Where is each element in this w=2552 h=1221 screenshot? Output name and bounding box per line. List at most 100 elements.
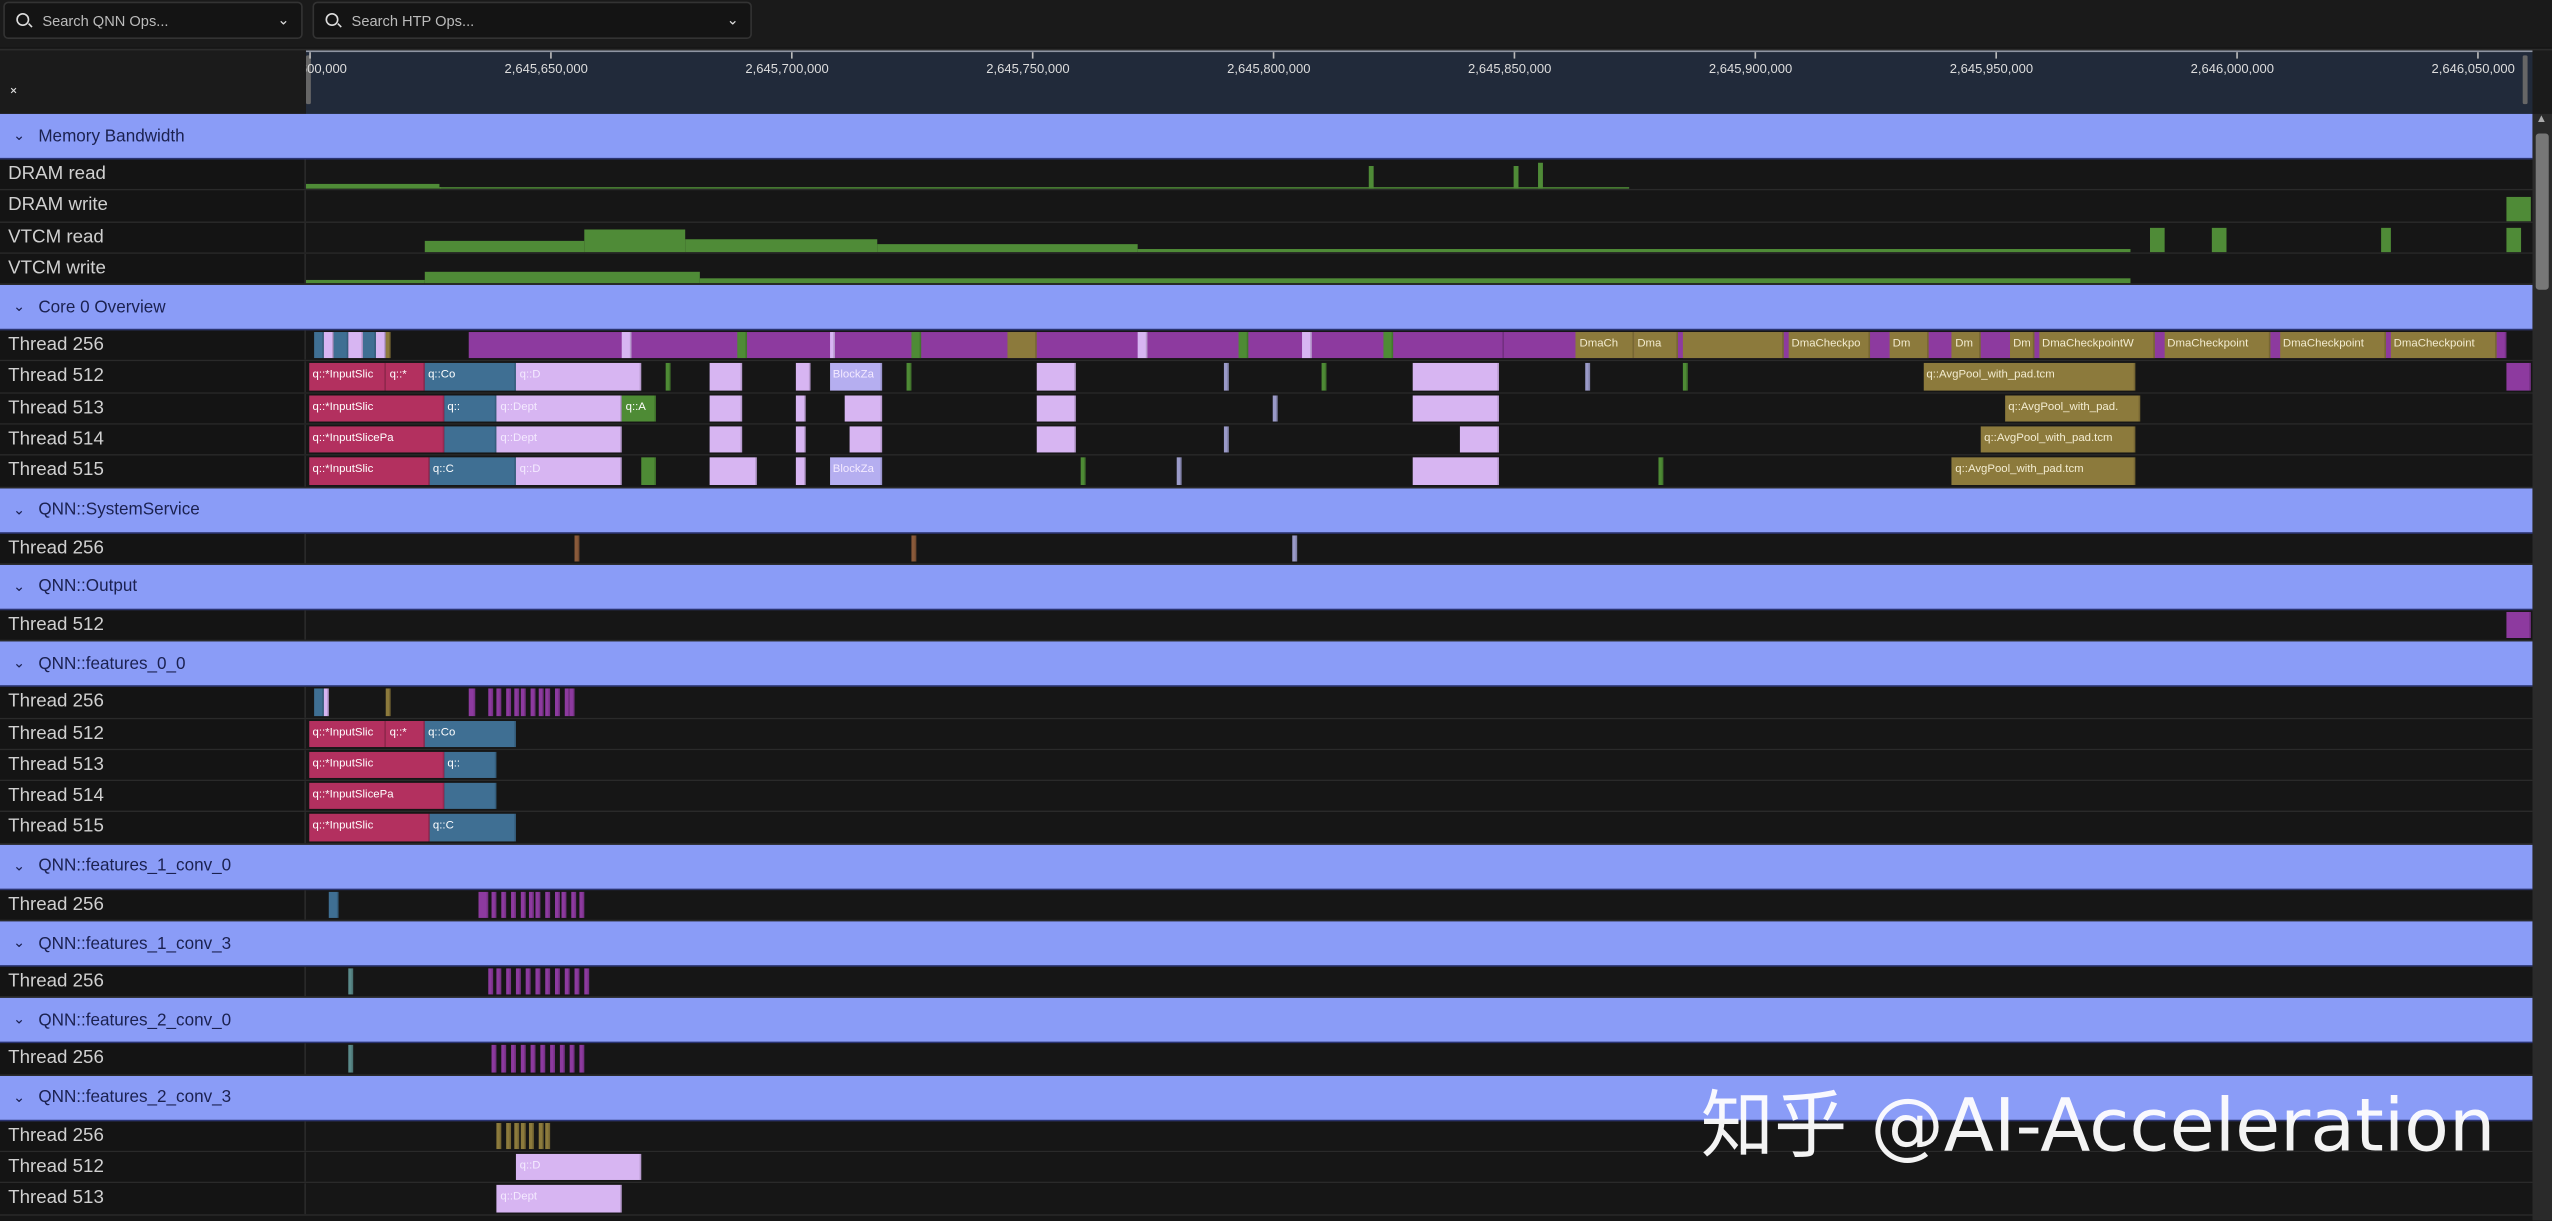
trace-event[interactable]: q::D <box>516 457 623 485</box>
chevron-down-icon[interactable]: ⌄ <box>277 11 290 28</box>
trace-event[interactable] <box>468 688 476 716</box>
trace-event[interactable] <box>1137 332 1148 359</box>
trace-event[interactable]: q::AvgPool_with_pad.tcm <box>1923 363 2136 391</box>
trace-event[interactable] <box>554 688 560 716</box>
trace-event[interactable] <box>513 688 519 716</box>
trace-event[interactable]: Dm <box>2009 332 2034 359</box>
trace-event[interactable]: q::* <box>386 720 425 747</box>
trace-event[interactable] <box>1238 332 1249 359</box>
trace-event[interactable]: Dma <box>1634 332 1678 359</box>
trace-event[interactable] <box>501 891 507 919</box>
chevron-down-icon[interactable]: ⌄ <box>13 577 26 595</box>
trace-event[interactable] <box>347 968 353 995</box>
track-lane[interactable] <box>305 1043 2533 1074</box>
chevron-down-icon[interactable]: ⌄ <box>13 1011 26 1028</box>
chevron-down-icon[interactable]: ⌄ <box>13 654 26 671</box>
trace-event[interactable] <box>487 968 493 995</box>
trace-event[interactable]: q::*InputSlicePa <box>309 426 445 454</box>
htp-ops-search[interactable]: Search HTP Ops... ⌄ <box>312 1 752 40</box>
track-lane[interactable]: q::*InputSlic q::C q::D BlockZa q::AvgPool_w… <box>305 456 2533 487</box>
trace-event[interactable] <box>709 426 743 454</box>
trace-event[interactable] <box>347 332 363 359</box>
trace-event[interactable] <box>468 332 1504 359</box>
track-lane[interactable]: q::*InputSlic q::* q::Co q::D BlockZa q::AvgP… <box>305 362 2533 392</box>
trace-event[interactable] <box>506 1122 512 1149</box>
trace-event[interactable] <box>521 1045 527 1072</box>
trace-event[interactable] <box>530 688 536 716</box>
trace-event[interactable] <box>314 688 324 716</box>
section-header[interactable]: ⌄ QNN::features_2_conv_3 <box>0 1075 2533 1121</box>
trace-event[interactable] <box>511 891 517 919</box>
trace-event[interactable]: DmaCh <box>1576 332 1635 359</box>
trace-event[interactable] <box>521 1122 527 1149</box>
section-header[interactable]: ⌄ QNN::features_0_0 <box>0 641 2533 688</box>
trace-event[interactable] <box>1080 457 1085 485</box>
trace-event[interactable]: q::*InputSlic <box>309 457 430 485</box>
trace-event[interactable] <box>1412 395 1500 422</box>
trace-event[interactable] <box>545 688 551 716</box>
trace-event[interactable] <box>545 968 551 995</box>
trace-event[interactable] <box>511 1045 517 1072</box>
trace-event[interactable] <box>829 332 835 359</box>
chevron-down-icon[interactable]: ⌄ <box>13 857 26 874</box>
trace-event[interactable]: q::Dept <box>497 426 623 454</box>
trace-event[interactable] <box>376 332 387 359</box>
trace-event[interactable] <box>2506 363 2531 391</box>
trace-event[interactable] <box>333 332 348 359</box>
scroll-up-icon[interactable]: ▲ <box>2535 113 2548 126</box>
trace-event[interactable] <box>521 891 527 919</box>
section-header[interactable]: ⌄ QNN::features_1_conv_3 <box>0 921 2533 967</box>
track-lane[interactable] <box>305 1120 2533 1151</box>
trace-event[interactable] <box>535 891 541 919</box>
trace-event[interactable] <box>323 332 334 359</box>
track-lane[interactable] <box>305 687 2533 718</box>
track-lane[interactable]: q::*InputSlic q:: <box>305 750 2533 780</box>
collapse-all-icon[interactable]: ⌄ ⌃ <box>8 79 20 103</box>
trace-event[interactable] <box>554 891 560 919</box>
trace-event[interactable] <box>574 968 580 995</box>
trace-event[interactable] <box>492 891 498 919</box>
trace-event[interactable]: Dm <box>1952 332 1981 359</box>
trace-event[interactable] <box>564 688 570 716</box>
trace-event[interactable] <box>1585 363 1591 391</box>
trace-event[interactable]: q::C <box>429 457 517 485</box>
track-lane[interactable]: q::D <box>305 1152 2533 1182</box>
trace-event[interactable] <box>538 1122 543 1149</box>
trace-event[interactable] <box>2506 611 2531 639</box>
scroll-thumb[interactable] <box>2535 133 2549 290</box>
section-header[interactable]: ⌄ QNN::features_1_conv_0 <box>0 844 2533 890</box>
trace-event[interactable] <box>516 968 522 995</box>
trace-event[interactable]: q::* <box>386 363 425 391</box>
trace-event[interactable]: BlockZa <box>829 363 883 391</box>
trace-event[interactable] <box>665 363 671 391</box>
trace-event[interactable]: DmaCheckpointW <box>2038 332 2155 359</box>
trace-event[interactable]: q::C <box>429 814 517 842</box>
trace-event[interactable] <box>737 332 748 359</box>
trace-event[interactable] <box>1301 332 1312 359</box>
trace-event[interactable] <box>709 363 743 391</box>
trace-event[interactable] <box>538 688 543 716</box>
trace-event[interactable]: DmaCheckpoint <box>2390 332 2497 359</box>
ruler-track[interactable]: 2,645,600,000 2,645,650,000 2,645,700,000 2… <box>305 50 2533 116</box>
trace-event[interactable] <box>444 783 498 810</box>
track-lane[interactable] <box>305 190 2533 221</box>
trace-event[interactable] <box>1320 363 1326 391</box>
trace-event[interactable]: q::*InputSlic <box>309 363 387 391</box>
trace-event[interactable] <box>526 968 531 995</box>
trace-event[interactable] <box>709 395 743 422</box>
section-header[interactable]: ⌄ QNN::Output <box>0 564 2533 611</box>
trace-event[interactable] <box>328 891 339 919</box>
trace-event[interactable]: q::Dept <box>497 395 623 422</box>
track-lane[interactable]: q::Dept <box>305 1183 2533 1214</box>
trace-event[interactable] <box>1658 457 1664 485</box>
trace-event[interactable] <box>477 891 488 919</box>
trace-event[interactable] <box>554 968 560 995</box>
section-header[interactable]: ⌄ Core 0 Overview <box>0 285 2533 331</box>
trace-event[interactable] <box>1224 426 1230 454</box>
trace-event[interactable] <box>545 1122 551 1149</box>
trace-event[interactable] <box>1412 457 1500 485</box>
track-lane[interactable] <box>305 966 2533 997</box>
trace-event[interactable] <box>1460 426 1500 454</box>
trace-event[interactable] <box>622 332 632 359</box>
trace-event[interactable] <box>347 1045 353 1072</box>
